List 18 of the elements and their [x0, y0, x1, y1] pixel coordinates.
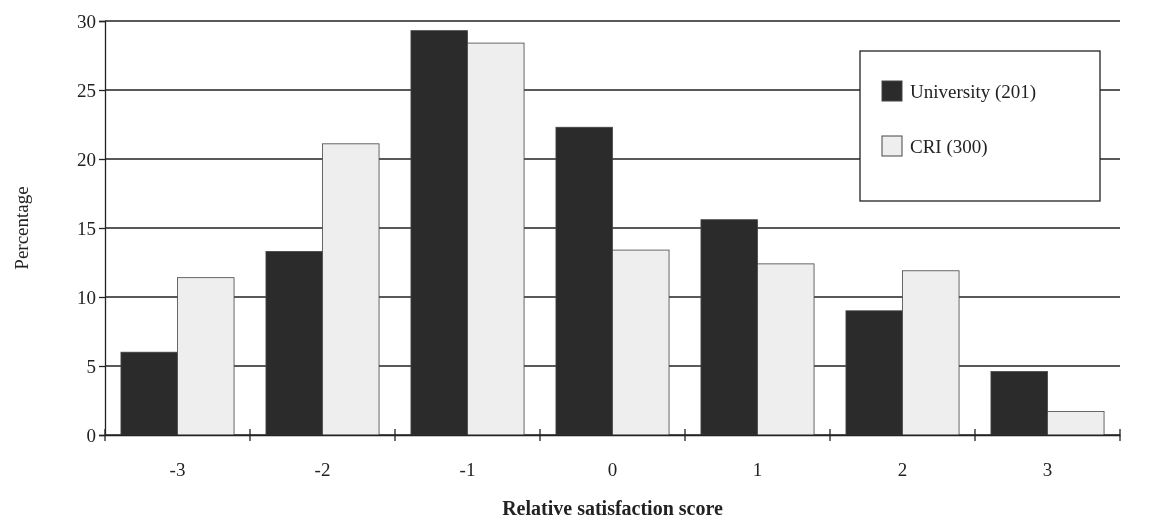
y-axis-title: Percentage [11, 186, 32, 270]
x-tick-label: 0 [607, 459, 618, 481]
x-tick-label: -1 [459, 459, 476, 481]
x-axis-title: Relative satisfaction score [502, 497, 723, 519]
y-tick-label: 15 [77, 217, 96, 239]
x-tick-label: 2 [897, 459, 908, 481]
legend-label: University (201) [910, 81, 1037, 103]
y-tick-label: 0 [86, 424, 96, 446]
y-tick-label: 25 [77, 79, 96, 101]
x-tick-label: 1 [752, 459, 763, 481]
legend-label: CRI (300) [910, 136, 988, 158]
y-tick-label: 20 [77, 148, 96, 170]
y-tick-label: 5 [86, 355, 96, 377]
x-tick-label: -3 [169, 459, 186, 481]
y-tick-label: 10 [77, 286, 96, 308]
y-tick-label: 30 [77, 10, 96, 32]
x-tick-label: -2 [314, 459, 331, 481]
x-tick-label: 3 [1042, 459, 1053, 481]
